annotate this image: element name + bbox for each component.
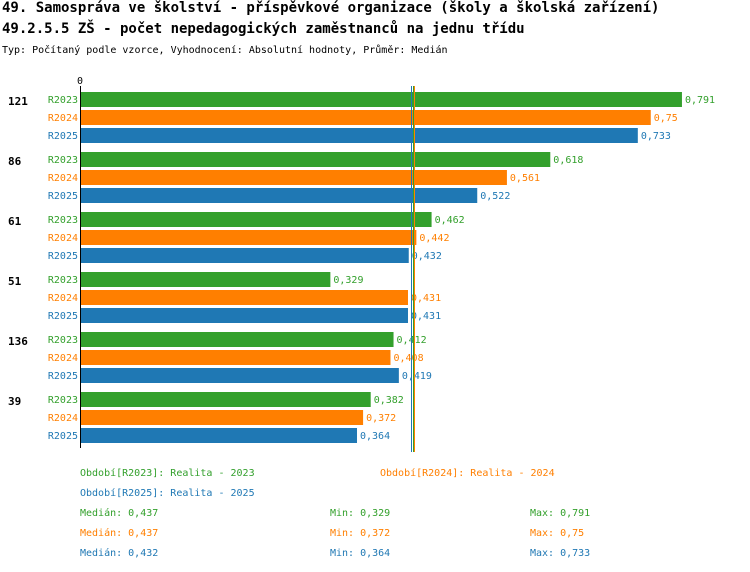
value-label-r2023: 0,382: [374, 395, 404, 406]
bar-r2023: [81, 152, 551, 167]
series-label-r2024: R2024: [48, 353, 78, 364]
bar-r2025: [81, 368, 399, 383]
bar-r2024: [81, 410, 364, 425]
value-label-r2025: 0,431: [411, 311, 441, 322]
bar-r2025: [81, 188, 478, 203]
chart-subtitle-indicator: 49.2.5.5 ZŠ - počet nepedagogických zamě…: [2, 21, 525, 37]
value-label-r2025: 0,733: [641, 131, 671, 142]
series-label-r2025: R2025: [48, 251, 78, 262]
bar-r2024: [81, 230, 417, 245]
bar-r2024: [81, 290, 408, 305]
bar-r2023: [81, 332, 394, 347]
value-label-r2025: 0,432: [412, 251, 442, 262]
bar-r2025: [81, 248, 409, 263]
bar-r2025: [81, 428, 358, 443]
bar-r2023: [81, 272, 331, 287]
series-label-r2024: R2024: [48, 293, 78, 304]
bar-r2023: [81, 92, 682, 107]
series-label-r2025: R2025: [48, 131, 78, 142]
group-label: 136: [8, 335, 28, 348]
value-label-r2025: 0,364: [360, 431, 390, 442]
group-label: 121: [8, 95, 28, 108]
series-label-r2025: R2025: [48, 191, 78, 202]
series-label-r2024: R2024: [48, 233, 78, 244]
series-label-r2023: R2023: [48, 155, 78, 166]
value-label-r2025: 0,522: [480, 191, 510, 202]
value-label-r2024: 0,408: [393, 353, 423, 364]
value-label-r2024: 0,372: [366, 413, 396, 424]
value-label-r2023: 0,791: [685, 95, 715, 106]
value-label-r2023: 0,462: [435, 215, 465, 226]
series-label-r2023: R2023: [48, 395, 78, 406]
value-label-r2024: 0,442: [419, 233, 449, 244]
series-label-r2023: R2023: [48, 215, 78, 226]
x-axis-zero-label: 0: [77, 76, 83, 87]
bar-r2025: [81, 128, 638, 143]
series-label-r2025: R2025: [48, 311, 78, 322]
series-label-r2025: R2025: [48, 431, 78, 442]
bar-r2025: [81, 308, 408, 323]
group-label: 86: [8, 155, 22, 168]
bar-r2024: [81, 110, 651, 125]
chart-type-info: Typ: Počítaný podle vzorce, Vyhodnocení:…: [2, 45, 448, 56]
group-label: 61: [8, 215, 22, 228]
value-label-r2024: 0,431: [411, 293, 441, 304]
series-label-r2024: R2024: [48, 173, 78, 184]
chart-title: 49. Samospráva ve školství - příspěvkové…: [2, 0, 660, 16]
group-label: 39: [8, 395, 21, 408]
value-label-r2024: 0,561: [510, 173, 540, 184]
group-label: 51: [8, 275, 22, 288]
bar-r2023: [81, 212, 432, 227]
value-label-r2025: 0,419: [402, 371, 432, 382]
series-label-r2024: R2024: [48, 113, 78, 124]
value-label-r2024: 0,75: [654, 113, 678, 124]
bar-r2024: [81, 350, 391, 365]
series-label-r2024: R2024: [48, 413, 78, 424]
series-label-r2023: R2023: [48, 95, 78, 106]
value-label-r2023: 0,618: [553, 155, 583, 166]
value-label-r2023: 0,329: [333, 275, 363, 286]
series-label-r2023: R2023: [48, 275, 78, 286]
bar-r2024: [81, 170, 507, 185]
series-label-r2025: R2025: [48, 371, 78, 382]
bar-r2023: [81, 392, 371, 407]
series-label-r2023: R2023: [48, 335, 78, 346]
